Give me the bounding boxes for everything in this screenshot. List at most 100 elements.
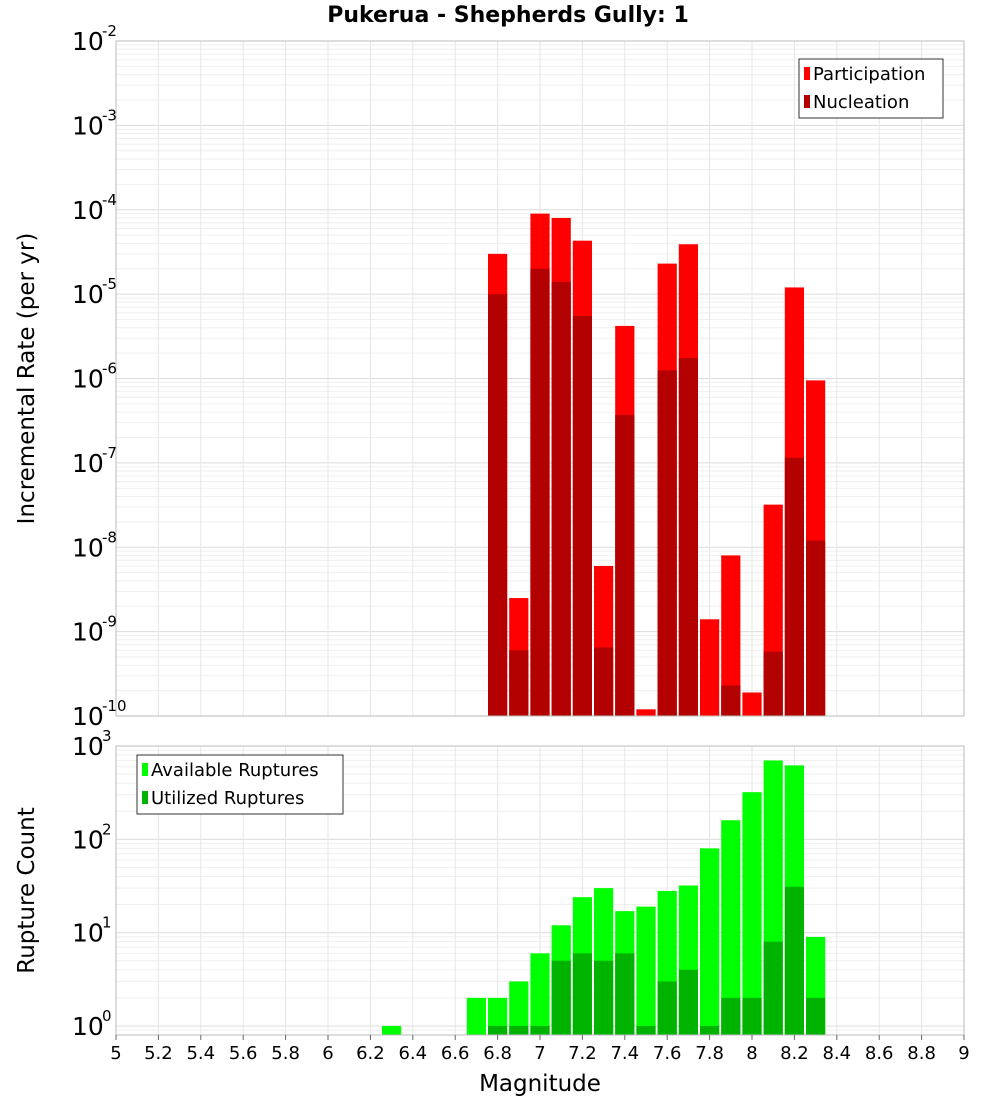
x-tick-label: 6.2 bbox=[356, 1043, 385, 1064]
y-tick-base: 10 bbox=[72, 365, 104, 394]
rate-legend-box bbox=[798, 58, 944, 119]
bar-available-ruptures bbox=[700, 848, 720, 1035]
y-tick-base: 10 bbox=[72, 702, 104, 731]
rate-plot-frame bbox=[115, 40, 965, 717]
bar-nucleation bbox=[657, 370, 677, 716]
x-tick-label: 6.8 bbox=[483, 1043, 512, 1064]
count-y-axis-label: Rupture Count bbox=[14, 807, 40, 973]
y-tick-label: 10-7 bbox=[72, 444, 117, 478]
y-tick-base: 10 bbox=[72, 618, 104, 647]
y-tick-exponent: -6 bbox=[102, 360, 117, 378]
bar-nucleation bbox=[615, 414, 635, 716]
bar-utilized-ruptures bbox=[615, 953, 635, 1035]
bar-available-ruptures bbox=[721, 820, 741, 1035]
x-tick-label: 8.8 bbox=[907, 1043, 936, 1064]
x-tick-label: 8.2 bbox=[780, 1043, 809, 1064]
bar-nucleation bbox=[784, 457, 804, 716]
bar-nucleation bbox=[572, 316, 592, 716]
bar-nucleation bbox=[594, 647, 614, 716]
y-tick-label: 10-2 bbox=[72, 22, 117, 56]
x-tick-label: 6.6 bbox=[441, 1043, 470, 1064]
x-tick-label: 6.4 bbox=[398, 1043, 427, 1064]
y-tick-label: 10-6 bbox=[72, 360, 117, 394]
bar-nucleation bbox=[509, 650, 529, 716]
legend-label-available: Available Ruptures bbox=[151, 760, 319, 781]
bar-available-ruptures bbox=[509, 981, 529, 1035]
rate-legend: Participation Nucleation bbox=[798, 58, 944, 119]
y-tick-exponent: -8 bbox=[102, 528, 117, 546]
y-tick-base: 10 bbox=[72, 449, 104, 478]
bar-participation bbox=[721, 555, 741, 716]
bar-utilized-ruptures bbox=[721, 997, 741, 1035]
y-tick-label: 10-10 bbox=[72, 697, 127, 731]
y-tick-exponent: 2 bbox=[102, 820, 112, 838]
y-tick-exponent: -7 bbox=[102, 444, 117, 462]
bar-utilized-ruptures bbox=[763, 941, 783, 1035]
y-tick-label: 10-5 bbox=[72, 275, 117, 309]
bar-utilized-ruptures bbox=[509, 1025, 529, 1035]
x-tick-label: 8.6 bbox=[865, 1043, 894, 1064]
y-tick-exponent: 3 bbox=[102, 727, 112, 745]
legend-label-utilized: Utilized Ruptures bbox=[151, 788, 304, 809]
bar-utilized-ruptures bbox=[572, 953, 592, 1035]
y-tick-exponent: -9 bbox=[102, 613, 117, 631]
y-tick-base: 10 bbox=[72, 196, 104, 225]
y-tick-exponent: 0 bbox=[102, 1007, 112, 1025]
y-tick-label: 10-8 bbox=[72, 528, 117, 562]
bar-participation bbox=[700, 619, 720, 716]
bar-available-ruptures bbox=[382, 1025, 402, 1035]
y-tick-base: 10 bbox=[72, 732, 104, 761]
y-tick-label: 10-4 bbox=[72, 191, 117, 225]
y-tick-base: 10 bbox=[72, 280, 104, 309]
x-tick-label: 5.4 bbox=[186, 1043, 215, 1064]
bar-nucleation bbox=[551, 281, 571, 716]
x-tick-label: 5.8 bbox=[271, 1043, 300, 1064]
legend-swatch-utilized bbox=[142, 791, 148, 804]
bar-utilized-ruptures bbox=[530, 1025, 550, 1035]
bar-available-ruptures bbox=[636, 906, 656, 1035]
y-tick-base: 10 bbox=[72, 533, 104, 562]
x-tick-label: 8 bbox=[746, 1043, 757, 1064]
rate-y-axis-label: Incremental Rate (per yr) bbox=[14, 233, 40, 525]
y-tick-exponent: -5 bbox=[102, 275, 117, 293]
y-tick-label: 10-9 bbox=[72, 613, 117, 647]
bar-utilized-ruptures bbox=[657, 981, 677, 1035]
bar-utilized-ruptures bbox=[594, 960, 614, 1035]
y-tick-exponent: -2 bbox=[102, 22, 117, 40]
bar-available-ruptures bbox=[742, 792, 762, 1035]
count-legend-box bbox=[136, 754, 344, 815]
bar-utilized-ruptures bbox=[742, 997, 762, 1035]
bar-utilized-ruptures bbox=[678, 969, 698, 1035]
y-tick-base: 10 bbox=[72, 825, 104, 854]
bar-available-ruptures bbox=[530, 953, 550, 1035]
bar-utilized-ruptures bbox=[806, 997, 826, 1035]
x-axis-label: Magnitude bbox=[479, 1071, 601, 1097]
bar-utilized-ruptures bbox=[488, 1025, 508, 1035]
legend-label-nucleation: Nucleation bbox=[813, 92, 909, 113]
x-tick-label: 5.6 bbox=[229, 1043, 258, 1064]
legend-label-participation: Participation bbox=[813, 64, 925, 85]
x-tick-label: 6 bbox=[322, 1043, 333, 1064]
bar-available-ruptures bbox=[488, 997, 508, 1035]
y-tick-label: 100 bbox=[72, 1007, 112, 1041]
count-legend: Available Ruptures Utilized Ruptures bbox=[136, 754, 344, 815]
chart-title: Pukerua - Shepherds Gully: 1 bbox=[327, 3, 689, 28]
bar-utilized-ruptures bbox=[551, 960, 571, 1035]
x-tick-label: 8.4 bbox=[822, 1043, 851, 1064]
y-tick-base: 10 bbox=[72, 1012, 104, 1041]
x-tick-label: 7.8 bbox=[695, 1043, 724, 1064]
x-axis-ticks: 5 5.2 5.4 5.6 5.8 6 6.2 6.4 6.6 6.8 7 7.2 7.4 7.6 7.8 8… bbox=[110, 1035, 970, 1064]
x-tick-label: 7.2 bbox=[568, 1043, 597, 1064]
y-tick-exponent: -10 bbox=[102, 697, 127, 715]
y-tick-base: 10 bbox=[72, 111, 104, 140]
y-tick-exponent: 1 bbox=[102, 914, 112, 932]
bar-nucleation bbox=[530, 268, 550, 716]
x-tick-label: 7.6 bbox=[653, 1043, 682, 1064]
bar-nucleation bbox=[806, 540, 826, 716]
legend-swatch-nucleation bbox=[804, 95, 810, 108]
y-tick-label: 101 bbox=[72, 914, 112, 948]
rate-bars bbox=[488, 213, 826, 717]
